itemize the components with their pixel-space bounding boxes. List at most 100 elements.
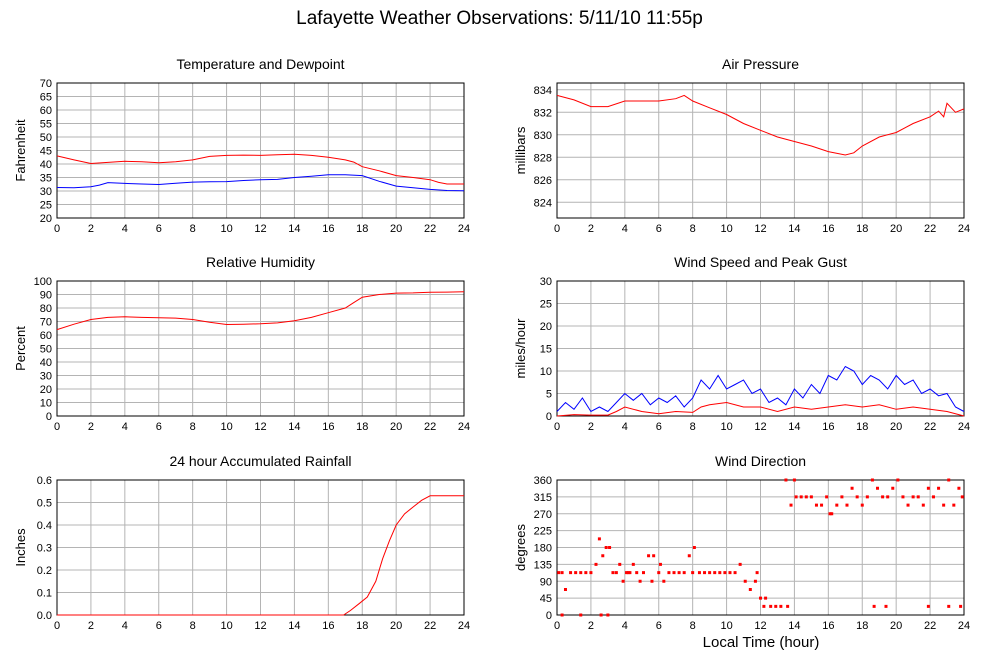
x-tick-label: 16 bbox=[322, 620, 334, 632]
data-point bbox=[682, 571, 686, 575]
x-tick-label: 16 bbox=[822, 421, 834, 433]
data-point bbox=[713, 571, 717, 575]
data-point bbox=[631, 562, 635, 566]
x-tick-label: 2 bbox=[588, 421, 594, 433]
data-point bbox=[621, 579, 625, 583]
y-tick-label: 50 bbox=[40, 132, 52, 144]
x-tick-label: 20 bbox=[390, 421, 402, 433]
x-tick-label: 12 bbox=[754, 223, 766, 235]
data-point bbox=[855, 495, 859, 499]
y-axis-label: degrees bbox=[513, 524, 528, 571]
x-tick-label: 20 bbox=[890, 421, 902, 433]
y-tick-label: 5 bbox=[546, 389, 552, 401]
x-tick-label: 6 bbox=[156, 620, 162, 632]
data-point bbox=[769, 604, 773, 608]
x-tick-label: 0 bbox=[54, 620, 60, 632]
y-tick-label: 70 bbox=[40, 78, 52, 90]
y-tick-label: 180 bbox=[534, 543, 552, 555]
data-point bbox=[906, 503, 910, 507]
x-tick-label: 2 bbox=[588, 223, 594, 235]
x-tick-label: 16 bbox=[322, 223, 334, 235]
data-point bbox=[625, 571, 629, 575]
y-tick-label: 80 bbox=[40, 303, 52, 315]
y-tick-label: 55 bbox=[40, 119, 52, 131]
x-tick-label: 22 bbox=[924, 223, 936, 235]
x-tick-label: 6 bbox=[656, 421, 662, 433]
y-tick-label: 30 bbox=[40, 371, 52, 383]
x-tick-label: 18 bbox=[856, 620, 868, 632]
data-point bbox=[876, 486, 880, 490]
data-point bbox=[786, 604, 790, 608]
data-point bbox=[657, 571, 661, 575]
chart-title: Temperature and Dewpoint bbox=[176, 56, 344, 72]
data-point bbox=[850, 486, 854, 490]
series-line-red bbox=[56, 153, 464, 185]
data-point bbox=[692, 546, 696, 549]
data-point bbox=[703, 571, 707, 575]
y-tick-label: 40 bbox=[40, 357, 52, 369]
data-point bbox=[942, 503, 946, 507]
plot-frame bbox=[556, 479, 965, 616]
x-tick-label: 4 bbox=[122, 421, 128, 433]
x-tick-label: 18 bbox=[856, 421, 868, 433]
x-tick-label: 12 bbox=[754, 421, 766, 433]
y-axis-label: Percent bbox=[13, 326, 28, 371]
data-point bbox=[608, 546, 612, 549]
data-point bbox=[628, 571, 632, 575]
data-point bbox=[618, 562, 622, 566]
data-point bbox=[594, 562, 598, 566]
y-tick-label: 826 bbox=[534, 175, 552, 187]
x-tick-label: 24 bbox=[958, 620, 970, 632]
data-point bbox=[733, 571, 737, 575]
data-point bbox=[947, 604, 951, 608]
y-tick-label: 0.5 bbox=[37, 498, 52, 510]
x-tick-label: 10 bbox=[220, 223, 232, 235]
data-point bbox=[870, 478, 874, 482]
x-tick-label: 14 bbox=[788, 223, 800, 235]
x-tick-label: 0 bbox=[554, 421, 560, 433]
x-tick-label: 16 bbox=[822, 223, 834, 235]
x-tick-label: 18 bbox=[856, 223, 868, 235]
data-point bbox=[959, 604, 963, 608]
y-tick-label: 20 bbox=[40, 384, 52, 396]
x-tick-label: 16 bbox=[322, 421, 334, 433]
data-point bbox=[814, 503, 818, 507]
data-point bbox=[779, 604, 783, 608]
data-point bbox=[718, 571, 722, 575]
x-tick-label: 2 bbox=[588, 620, 594, 632]
y-tick-label: 40 bbox=[40, 159, 52, 171]
x-tick-label: 4 bbox=[122, 223, 128, 235]
y-tick-label: 830 bbox=[534, 130, 552, 142]
data-point bbox=[809, 495, 813, 499]
y-tick-label: 834 bbox=[534, 85, 552, 97]
x-tick-label: 14 bbox=[788, 421, 800, 433]
y-tick-label: 360 bbox=[534, 475, 552, 487]
data-point bbox=[641, 571, 645, 575]
x-tick-label: 8 bbox=[690, 620, 696, 632]
data-point bbox=[762, 604, 766, 608]
data-point bbox=[835, 503, 839, 507]
data-point bbox=[937, 486, 941, 490]
y-tick-label: 0 bbox=[46, 411, 52, 423]
data-point bbox=[650, 579, 654, 583]
x-tick-label: 10 bbox=[720, 223, 732, 235]
x-tick-label: 4 bbox=[622, 620, 628, 632]
data-point bbox=[886, 495, 890, 499]
y-tick-label: 832 bbox=[534, 107, 552, 119]
data-point bbox=[723, 571, 727, 575]
y-tick-label: 0.3 bbox=[37, 543, 52, 555]
x-tick-label: 0 bbox=[54, 421, 60, 433]
data-point bbox=[860, 503, 864, 507]
y-tick-label: 824 bbox=[534, 197, 552, 209]
data-point bbox=[753, 579, 757, 583]
y-tick-label: 20 bbox=[540, 321, 552, 333]
data-point bbox=[764, 596, 768, 600]
x-tick-label: 22 bbox=[424, 421, 436, 433]
plot-frame bbox=[556, 280, 965, 417]
data-point bbox=[563, 588, 567, 591]
data-point bbox=[881, 495, 885, 499]
